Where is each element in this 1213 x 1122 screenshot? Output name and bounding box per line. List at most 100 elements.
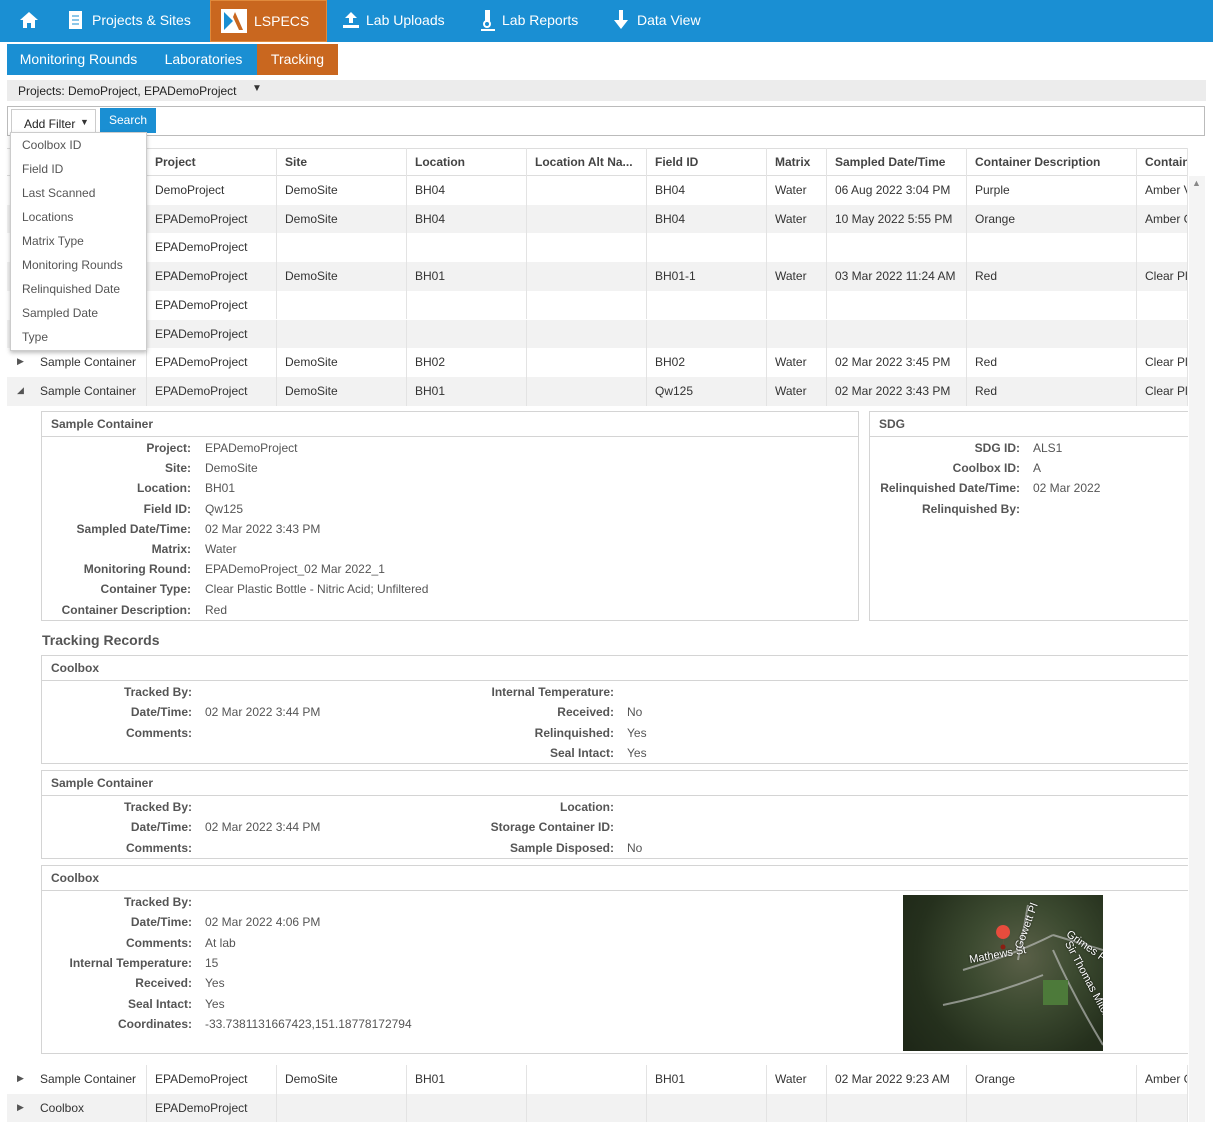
location-map: Mathews St Gowett Pl Grimes Pl Sir Thomas M…	[903, 895, 1103, 1051]
projects-icon	[69, 11, 82, 29]
field-label: Comments:	[125, 840, 192, 855]
table-cell	[407, 319, 527, 349]
filter-option[interactable]: Field ID	[22, 162, 64, 176]
table-row[interactable]	[7, 233, 1188, 263]
reports-icon	[481, 10, 495, 31]
field-label: Container Description:	[61, 602, 191, 617]
field-value: Water	[205, 542, 237, 556]
table-cell: 06 Aug 2022 3:04 PM	[827, 176, 967, 205]
field-value: No	[627, 705, 643, 720]
expand-arrow[interactable]: ▶	[17, 1073, 24, 1083]
filter-option[interactable]: Locations	[22, 210, 74, 224]
table-row[interactable]	[7, 348, 1188, 377]
sdg-box: SDG SDG ID: ALS1 Coolbox ID: A Relinquished D…	[869, 411, 1188, 621]
table-cell: EPADemoProject	[147, 376, 277, 406]
table-cell	[407, 1093, 527, 1122]
table-cell: EPADemoProject	[147, 1065, 277, 1094]
field-label: Seal Intact:	[127, 996, 192, 1011]
table-row[interactable]	[7, 1065, 1188, 1094]
field-value: DemoSite	[205, 461, 258, 476]
nav-item[interactable]: Lab Uploads	[366, 12, 445, 28]
tracking-record: Coolbox Tracked By: Date/Time: 02 Mar 2022 …	[41, 655, 1188, 764]
table-row[interactable]	[7, 1093, 1188, 1122]
filter-dropdown: Coolbox ID Field ID Last Scanned Locations M…	[10, 132, 147, 351]
filter-option[interactable]: Type	[22, 330, 49, 344]
column-header[interactable]: Sampled Date/Time	[827, 148, 967, 176]
table-cell: Red	[967, 348, 1137, 377]
table-cell: Water	[767, 262, 827, 291]
column-header[interactable]: Site	[277, 148, 407, 176]
nav-item-active[interactable]: LSPECS	[210, 0, 327, 42]
expand-arrow[interactable]: ▶	[17, 356, 24, 367]
nav-item[interactable]: Lab Reports	[502, 12, 579, 28]
table-cell	[967, 290, 1137, 320]
table-cell	[647, 1093, 767, 1122]
project-selector[interactable]: Projects: DemoProject, EPADemoProject	[18, 84, 237, 98]
subnav-item[interactable]: Laboratories	[150, 44, 257, 75]
table-cell	[527, 319, 647, 349]
search-button[interactable]: Search	[100, 108, 156, 133]
table-row[interactable]	[7, 319, 1188, 349]
table-cell: Coolbox	[32, 1093, 147, 1122]
box-title: Coolbox	[42, 656, 1188, 681]
field-value: 02 Mar 2022 3:43 PM	[205, 521, 321, 536]
filter-option[interactable]: Last Scanned	[22, 186, 96, 200]
field-value: 02 Mar 2022 4:06 PM	[205, 915, 321, 930]
column-header[interactable]: Contain	[1137, 148, 1188, 176]
table-cell	[1137, 290, 1188, 320]
field-value: Yes	[627, 745, 647, 760]
expand-arrow[interactable]: ▶	[17, 1101, 24, 1112]
table-row[interactable]	[7, 204, 1188, 234]
column-header[interactable]: Project	[147, 148, 277, 176]
box-title: Coolbox	[42, 866, 1188, 891]
table-cell: DemoProject	[147, 176, 277, 205]
nav-item[interactable]: Data View	[637, 12, 701, 28]
column-header[interactable]: Matrix	[767, 148, 827, 176]
table-row[interactable]	[7, 290, 1188, 320]
table-cell	[407, 233, 527, 263]
table-cell	[277, 233, 407, 263]
home-icon[interactable]	[19, 11, 39, 29]
table-cell: 02 Mar 2022 3:43 PM	[827, 376, 967, 406]
collapse-arrow[interactable]: ◢	[17, 384, 24, 395]
filter-option[interactable]: Sampled Date	[22, 306, 99, 320]
filter-option[interactable]: Coolbox ID	[22, 138, 82, 152]
table-cell: Amber V	[1137, 176, 1188, 205]
field-value: 02 Mar 2022 3:44 PM	[205, 705, 321, 720]
nav-label: LSPECS	[254, 13, 310, 29]
table-cell: 02 Mar 2022 9:23 AM	[827, 1065, 967, 1094]
filter-option[interactable]: Monitoring Rounds	[22, 258, 123, 272]
table-cell	[827, 1093, 967, 1122]
table-cell: Water	[767, 348, 827, 377]
table-row[interactable]	[7, 176, 1188, 205]
subnav-item-active[interactable]: Tracking	[257, 44, 338, 75]
dropdown-caret[interactable]: ▼	[252, 83, 262, 94]
filter-option[interactable]: Matrix Type	[22, 234, 84, 248]
table-cell: Orange	[967, 204, 1137, 234]
table-cell	[647, 290, 767, 320]
table-cell	[527, 1065, 647, 1094]
table-cell: EPADemoProject	[147, 1093, 277, 1122]
table-row[interactable]	[7, 376, 1188, 406]
table-cell	[527, 176, 647, 205]
field-label: Location:	[560, 800, 614, 814]
subnav-item[interactable]: Monitoring Rounds	[7, 44, 150, 75]
field-label: Container Type:	[100, 582, 191, 597]
filter-option[interactable]: Relinquished Date	[22, 282, 121, 296]
column-header[interactable]: Location Alt Na...	[527, 148, 647, 176]
table-cell: DemoSite	[277, 262, 407, 291]
column-header[interactable]: Container Description	[967, 148, 1137, 176]
column-header[interactable]: Field ID	[647, 148, 767, 176]
table-cell: Sample Container	[32, 376, 147, 406]
column-header[interactable]: Location	[407, 148, 527, 176]
field-value: Qw125	[205, 501, 244, 516]
table-row[interactable]	[7, 262, 1188, 291]
table-cell: Water	[767, 376, 827, 406]
table-cell	[527, 290, 647, 320]
nav-item[interactable]: Projects & Sites	[92, 12, 191, 28]
table-cell: EPADemoProject	[147, 233, 277, 263]
field-value: Yes	[205, 996, 225, 1011]
field-label: Relinquished Date/Time:	[880, 481, 1020, 496]
field-label: Received:	[135, 976, 192, 991]
